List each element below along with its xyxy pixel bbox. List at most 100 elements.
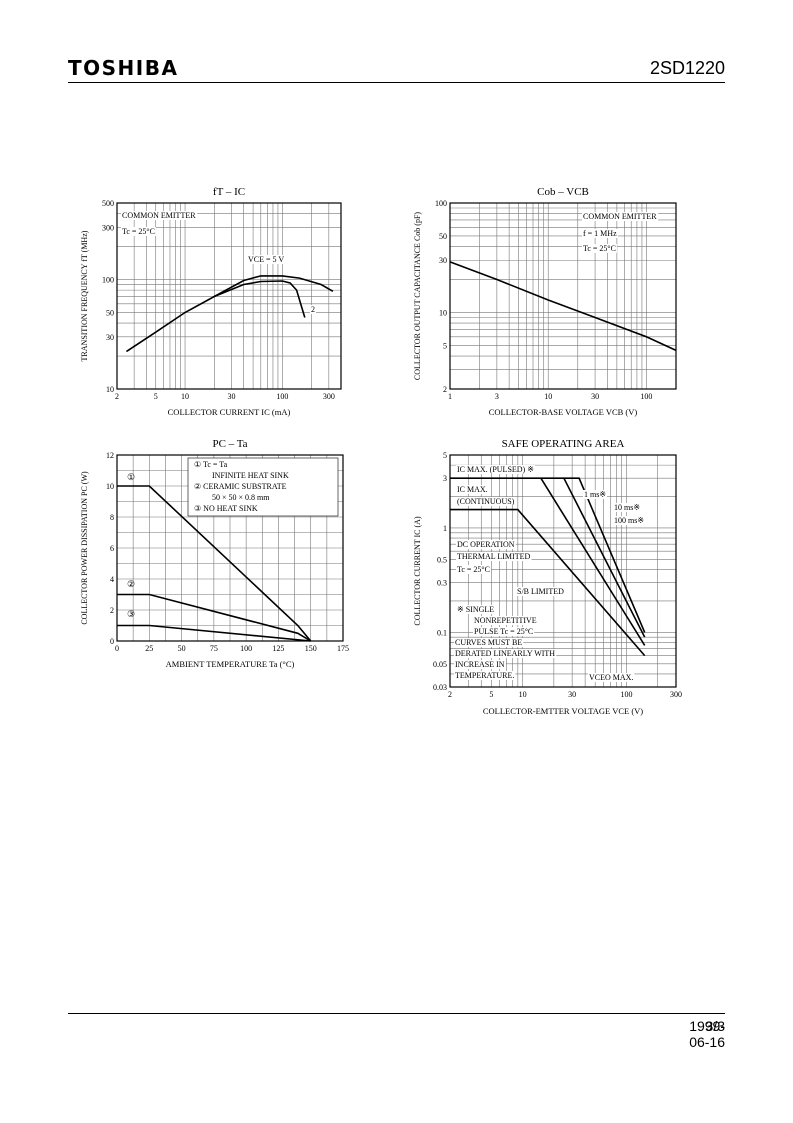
y-tick-label: 300 — [102, 223, 114, 232]
x-tick-label: 100 — [620, 690, 632, 699]
x-tick-label: 30 — [227, 392, 235, 401]
x-axis-label: COLLECTOR-BASE VOLTAGE VCB (V) — [489, 407, 638, 417]
chart-ft: 2 5 10 30 100 300 10 30 50 100 300 500 fT – IC COLLEC… — [80, 186, 342, 417]
annotation-text: S/B LIMITED — [517, 587, 564, 596]
annotation-text: ※ SINGLE — [457, 605, 494, 614]
annotation-text: Tc = 25°C — [122, 227, 155, 236]
annotation-bg — [121, 211, 198, 220]
x-axis-label: COLLECTOR-EMTTER VOLTAGE VCE (V) — [483, 706, 643, 716]
annotation-bg — [456, 465, 535, 474]
annotation-text: CURVES MUST BE — [455, 638, 522, 647]
series-line-3 — [540, 477, 646, 646]
y-axis-label: COLLECTOR OUTPUT CAPACITANCE Cob (pF) — [413, 212, 422, 380]
y-tick-label: 100 — [435, 199, 447, 208]
x-tick-label: 75 — [210, 644, 218, 653]
x-tick-label: 150 — [305, 644, 317, 653]
annotation-bg — [454, 671, 516, 680]
y-axis-label: TRANSITION FREQUENCY fT (MHz) — [80, 230, 89, 361]
annotation-text: IC MAX. (PULSED) ※ — [457, 465, 534, 474]
annotation-text: Tc = 25°C — [583, 244, 616, 253]
y-tick-label: 50 — [439, 232, 447, 241]
annotation-bg — [473, 627, 535, 636]
annotation-text: VCE = 5 V — [248, 255, 284, 264]
annotation-bg — [310, 305, 316, 314]
curve-marker: ③ — [127, 609, 135, 619]
page-header: TOSHIBA 2SD1220 — [68, 56, 725, 83]
legend-entry: ② CERAMIC SUBSTRATE — [194, 482, 287, 491]
y-tick-label: 0.03 — [433, 683, 447, 692]
y-tick-label: 0 — [110, 637, 114, 646]
x-tick-label: 100 — [240, 644, 252, 653]
x-axis-label: COLLECTOR CURRENT IC (mA) — [168, 407, 291, 417]
x-tick-label: 5 — [489, 690, 493, 699]
annotation-bg — [456, 605, 496, 614]
footer-date: 1999-06-16 — [689, 1018, 725, 1050]
y-tick-label: 100 — [102, 276, 114, 285]
series-line-4 — [450, 508, 646, 657]
part-number: 2SD1220 — [649, 58, 725, 78]
curve-marker: ② — [127, 579, 135, 589]
annotation-text: DC OPERATION — [457, 540, 515, 549]
page-footer: 1999-06-16 3/3 — [68, 1013, 725, 1050]
y-tick-label: 6 — [110, 544, 114, 553]
x-tick-label: 10 — [544, 392, 552, 401]
y-tick-label: 30 — [106, 333, 114, 342]
series-line-2 — [117, 593, 312, 642]
x-tick-label: 300 — [670, 690, 682, 699]
y-tick-label: 2 — [443, 385, 447, 394]
x-tick-label: 300 — [323, 392, 335, 401]
annotation-text: Tc = 25°C — [457, 565, 490, 574]
annotation-text: NONREPETITIVE — [474, 616, 537, 625]
brand-logo: TOSHIBA — [68, 56, 179, 80]
y-tick-label: 0.5 — [437, 555, 447, 564]
annotation-text: COMMON EMITTER — [122, 211, 196, 220]
annotation-bg — [516, 587, 566, 596]
y-tick-label: 30 — [439, 256, 447, 265]
x-tick-label: 125 — [272, 644, 284, 653]
annotation-text: DERATED LINEARLY WITH — [455, 649, 555, 658]
series-line-2 — [213, 275, 334, 298]
legend-box — [187, 457, 339, 517]
y-tick-label: 10 — [106, 385, 114, 394]
y-tick-label: 10 — [106, 482, 114, 491]
annotation-text: (CONTINUOUS) — [457, 497, 515, 506]
annotation-text: 1 ms※ — [584, 490, 606, 499]
annotation-bg — [582, 229, 619, 238]
chart-cob: 1 3 10 30 100 2 5 10 30 50 100 Cob – VCB COLLECTOR-B… — [413, 186, 677, 417]
y-tick-label: 50 — [106, 308, 114, 317]
series-line-3 — [117, 624, 311, 642]
plot-frame — [116, 202, 342, 390]
series-line-1 — [125, 280, 306, 353]
x-tick-label: 10 — [519, 690, 527, 699]
y-tick-label: 0.1 — [437, 628, 447, 637]
y-tick-label: 8 — [110, 513, 114, 522]
annotation-text: PULSE Tc = 25°C — [474, 627, 533, 636]
annotation-text: 10 ms※ — [614, 503, 640, 512]
series-line-2 — [563, 477, 646, 638]
y-axis-label: COLLECTOR CURRENT IC (A) — [413, 516, 422, 626]
chart-soa: 2 5 10 30 100 300 0.03 0.05 0.1 0.3 0.5 1 3 5 SAFE OPE… — [413, 438, 682, 716]
x-tick-label: 10 — [181, 392, 189, 401]
y-tick-label: 4 — [110, 575, 114, 584]
y-tick-label: 3 — [443, 474, 447, 483]
x-tick-label: 100 — [276, 392, 288, 401]
annotation-text: 100 ms※ — [614, 516, 644, 525]
legend-entry: 50 × 50 × 0.8 mm — [212, 493, 270, 502]
annotation-text: THERMAL LIMITED — [457, 552, 530, 561]
series-line-1 — [450, 477, 646, 633]
x-tick-label: 5 — [154, 392, 158, 401]
annotation-bg — [473, 616, 538, 625]
annotation-text: TEMPERATURE. — [455, 671, 514, 680]
x-tick-label: 1 — [448, 392, 452, 401]
chart-title: PC – Ta — [212, 438, 247, 450]
x-tick-label: 30 — [568, 690, 576, 699]
plot-frame — [116, 454, 344, 642]
x-tick-label: 50 — [178, 644, 186, 653]
footer-page: 3/3 — [705, 1018, 725, 1034]
annotation-bg — [582, 244, 617, 253]
x-tick-label: 2 — [448, 690, 452, 699]
annotation-bg — [454, 660, 506, 669]
legend-entry: ① Tc = Ta — [194, 460, 228, 469]
annotation-text: 2 — [311, 305, 315, 314]
